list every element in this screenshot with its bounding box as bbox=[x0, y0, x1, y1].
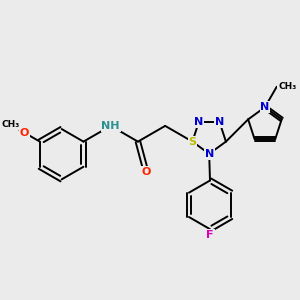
Text: N: N bbox=[194, 117, 203, 127]
Text: S: S bbox=[188, 136, 196, 147]
Text: N: N bbox=[260, 102, 269, 112]
Text: N: N bbox=[215, 117, 224, 127]
Text: NH: NH bbox=[101, 121, 120, 131]
Text: O: O bbox=[20, 128, 29, 138]
Text: CH₃: CH₃ bbox=[278, 82, 296, 91]
Text: F: F bbox=[206, 230, 214, 240]
Text: O: O bbox=[141, 167, 151, 177]
Text: CH₃: CH₃ bbox=[2, 120, 20, 129]
Text: N: N bbox=[205, 149, 214, 159]
